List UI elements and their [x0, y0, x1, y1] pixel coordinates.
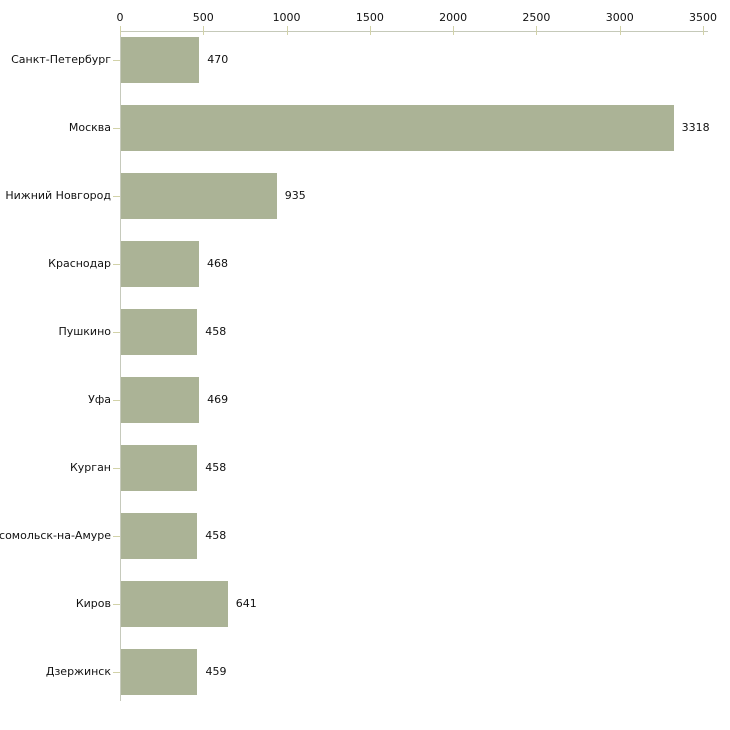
value-label: 459: [205, 665, 227, 678]
value-label: 458: [205, 529, 227, 542]
x-tick-mark: [453, 26, 455, 35]
value-label: 641: [235, 597, 257, 610]
y-tick-mark: [113, 400, 120, 401]
bar: [121, 37, 200, 83]
x-tick-mark: [203, 26, 205, 35]
bar: [121, 173, 277, 219]
x-tick-mark: [369, 26, 371, 35]
x-tick-label: 0: [116, 11, 124, 24]
x-tick-label: 500: [192, 11, 214, 24]
category-label: Санкт-Петербург: [11, 53, 111, 66]
value-label: 458: [205, 325, 227, 338]
bar: [121, 105, 674, 151]
bar: [121, 513, 198, 559]
x-tick-mark: [120, 26, 121, 35]
bar: [121, 309, 198, 355]
category-label: Нижний Новгород: [5, 189, 111, 202]
value-label: 935: [284, 189, 306, 202]
bar: [121, 581, 228, 627]
bar: [121, 377, 200, 423]
value-label: 458: [205, 461, 227, 474]
category-label: Москва: [68, 121, 111, 134]
y-axis-line: [120, 31, 121, 701]
value-label: 468: [206, 257, 228, 270]
bar: [121, 445, 198, 491]
y-tick-mark: [113, 604, 120, 605]
category-label: Киров: [75, 597, 111, 610]
y-tick-mark: [113, 264, 120, 265]
x-tick-mark: [286, 26, 288, 35]
value-label: 470: [207, 53, 229, 66]
y-tick-mark: [113, 60, 120, 61]
x-tick-mark: [536, 26, 538, 35]
category-label: Курган: [69, 461, 111, 474]
x-tick-label: 2000: [439, 11, 468, 24]
y-tick-mark: [113, 332, 120, 333]
x-tick-label: 1000: [272, 11, 301, 24]
y-tick-mark: [113, 536, 120, 537]
x-tick-mark: [619, 26, 621, 35]
category-label: Дзержинск: [45, 665, 111, 678]
category-label: мсомольск-на-Амуре: [0, 529, 111, 542]
x-tick-label: 3000: [605, 11, 634, 24]
x-tick-label: 2500: [522, 11, 551, 24]
category-label: Пушкино: [58, 325, 111, 338]
y-tick-mark: [113, 196, 120, 197]
x-tick-label: 3500: [689, 11, 717, 24]
category-label: Уфа: [88, 393, 111, 406]
value-label: 469: [207, 393, 229, 406]
value-label: 3318: [681, 121, 710, 134]
x-tick-label: 1500: [355, 11, 384, 24]
y-tick-mark: [113, 128, 120, 129]
x-axis-line: [120, 31, 708, 32]
bar: [121, 649, 198, 695]
x-tick-mark: [703, 26, 704, 35]
y-tick-mark: [113, 468, 120, 469]
category-label: Краснодар: [48, 257, 111, 270]
bar: [121, 241, 199, 287]
y-tick-mark: [113, 672, 120, 673]
